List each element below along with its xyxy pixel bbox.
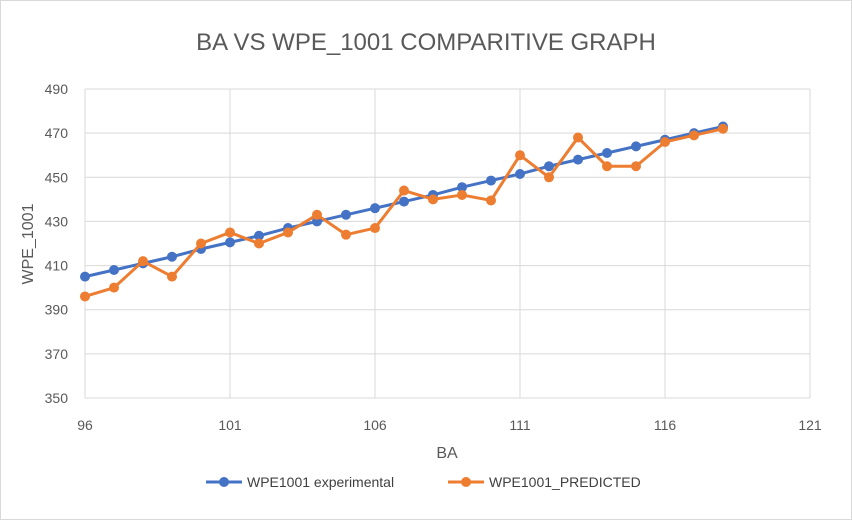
data-point [312,209,322,220]
y-tick-label: 430 [45,213,69,229]
y-tick-label: 350 [45,390,69,406]
y-tick-label: 390 [45,302,69,318]
x-axis-label: BA [436,445,458,462]
data-point [660,136,670,147]
data-point [225,237,235,248]
data-point [718,123,728,134]
data-point [167,251,177,262]
data-point [428,194,438,205]
data-point [631,141,641,152]
data-point [399,185,409,196]
data-point [515,150,525,161]
series-group [80,121,728,302]
data-point [109,282,119,293]
series-1 [80,121,728,282]
data-point [370,223,380,234]
data-point [631,161,641,172]
data-point [370,203,380,214]
x-tick-label: 121 [798,417,822,433]
data-point [515,168,525,179]
x-tick-label: 111 [509,417,530,433]
data-point [341,209,351,220]
y-axis-label: WPE_1001 [20,203,37,284]
data-point [341,229,351,240]
data-point [80,291,90,302]
data-point [457,182,467,193]
series-line [84,127,724,298]
data-point [254,230,264,241]
data-point [486,195,496,206]
series-2 [80,123,728,302]
data-point [602,148,612,159]
legend: WPE1001 experimental WPE1001_PREDICTED [206,474,641,490]
legend-item: WPE1001 experimental [206,474,394,490]
data-point [109,264,119,275]
data-point [544,161,554,172]
y-tick-label: 410 [45,258,69,274]
legend-swatch-marker [219,477,229,487]
legend-label: WPE1001 experimental [247,474,394,490]
x-tick-label: 116 [654,417,677,433]
data-point [689,130,699,141]
data-point [573,132,583,143]
data-point [573,154,583,165]
x-tick-label: 101 [218,417,242,433]
data-point [283,227,293,238]
x-tick-label: 96 [77,417,93,433]
legend-label: WPE1001_PREDICTED [489,474,641,490]
data-point [486,175,496,186]
axis-ticks: 350 370 390 410 430 450 470 490 96 101 106 111 116 12… [45,81,822,433]
y-tick-label: 370 [45,346,69,362]
data-point [254,238,264,249]
data-point [80,271,90,282]
y-tick-label: 470 [45,125,69,141]
data-point [138,256,148,267]
data-point [399,196,409,207]
x-tick-label: 106 [363,417,387,433]
legend-swatch-marker [461,477,471,487]
y-tick-label: 450 [45,169,69,185]
data-point [602,161,612,172]
gridlines [84,88,811,399]
data-point [457,189,467,200]
legend-item: WPE1001_PREDICTED [448,474,641,490]
chart-title: BA VS WPE_1001 COMPARITIVE GRAPH [196,29,656,56]
data-point [196,238,206,249]
data-point [225,227,235,238]
y-tick-label: 490 [45,81,69,97]
data-point [544,172,554,183]
data-point [167,271,177,282]
